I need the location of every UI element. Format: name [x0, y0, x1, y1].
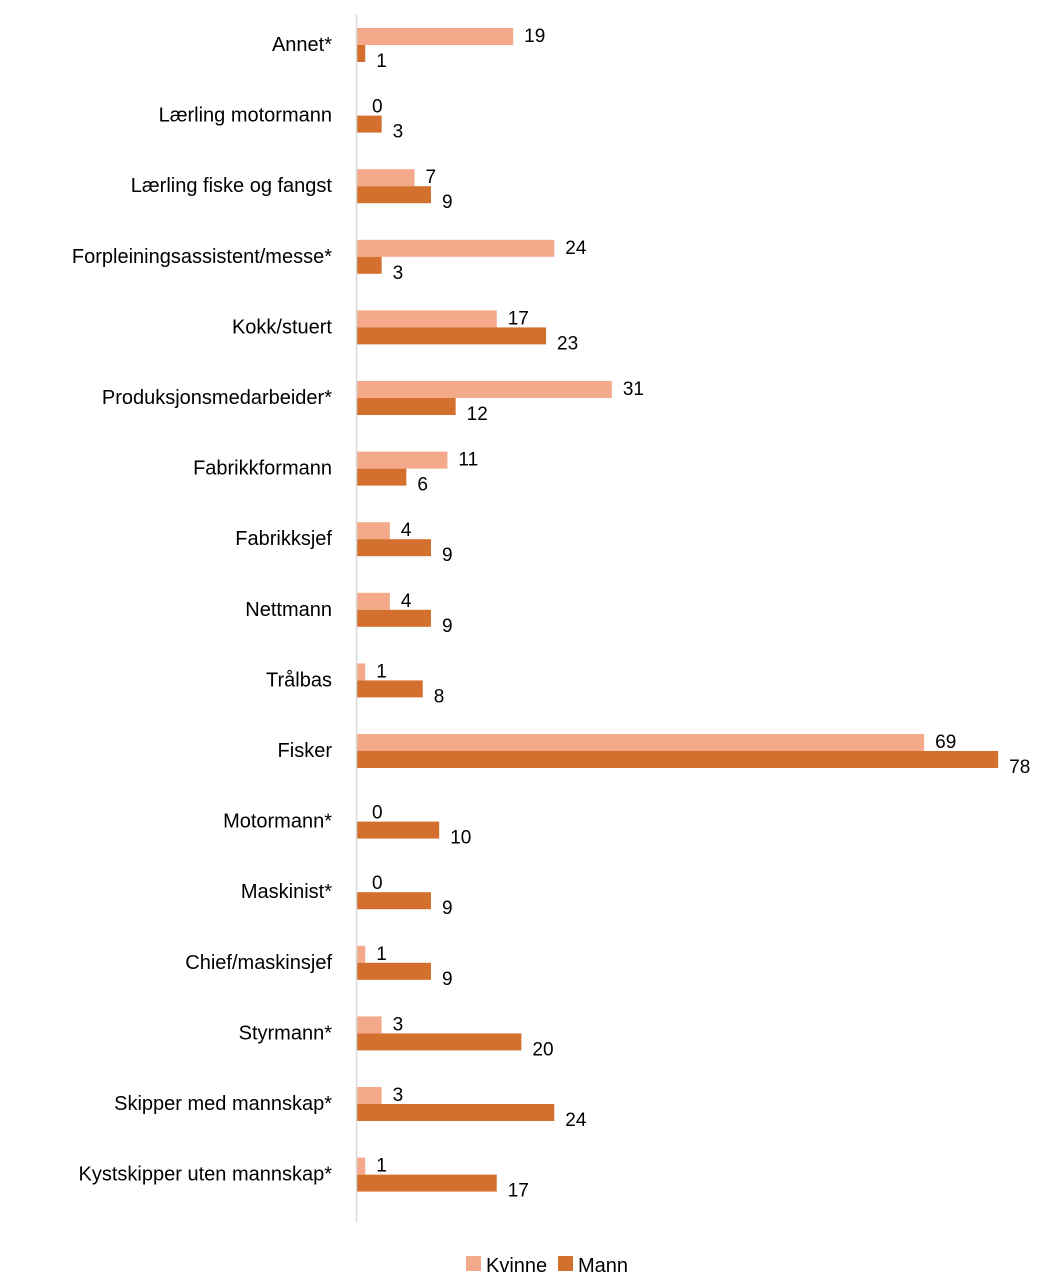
value-label-kvinne-skipper-med-mannskap: 3	[393, 1085, 404, 1106]
value-label-mann-skipper-med-mannskap: 24	[565, 1110, 587, 1131]
value-label-kvinne-l-rling-fiske-og-fangst: 7	[426, 167, 437, 188]
category-label-fabrikksjef: Fabrikksjef	[235, 528, 332, 550]
bar-mann-skipper-med-mannskap	[357, 1104, 555, 1121]
bar-mann-kokk-stuert	[357, 327, 547, 345]
value-label-kvinne-fabrikkformann: 11	[458, 450, 478, 471]
value-label-kvinne-fisker: 69	[935, 732, 956, 753]
value-label-mann-kystskipper-uten-mannskap: 17	[508, 1181, 529, 1202]
bar-kvinne-styrmann	[357, 1016, 382, 1034]
bar-kvinne-fisker	[357, 734, 925, 751]
bar-mann-forpleiningsassistent-messe	[357, 256, 382, 274]
category-label-kystskipper-uten-mannskap: Kystskipper uten mannskap*	[79, 1164, 333, 1186]
bar-kvinne-fabrikksjef	[357, 522, 390, 540]
value-label-mann-fabrikksjef: 9	[442, 545, 453, 566]
bar-kvinne-skipper-med-mannskap	[357, 1087, 382, 1104]
value-label-kvinne-styrmann: 3	[393, 1014, 404, 1035]
value-label-mann-fisker: 78	[1009, 757, 1030, 778]
category-label-annet: Annet*	[272, 34, 332, 56]
legend: Kvinne Mann	[466, 1255, 628, 1277]
bar-mann-l-rling-fiske-og-fangst	[357, 186, 431, 204]
value-label-mann-nettmann: 9	[442, 616, 453, 637]
value-label-kvinne-fabrikksjef: 4	[401, 520, 412, 541]
value-label-kvinne-nettmann: 4	[401, 591, 412, 612]
value-label-kvinne-chief-maskinsjef: 1	[376, 944, 387, 965]
value-label-kvinne-forpleiningsassistent-messe: 24	[565, 238, 587, 259]
bar-mann-tr-lbas	[357, 680, 423, 698]
category-label-fabrikkformann: Fabrikkformann	[193, 458, 332, 480]
value-label-kvinne-motormann: 0	[372, 803, 383, 824]
bar-kvinne-produksjonsmedarbeider	[357, 381, 612, 398]
legend-swatch-kvinne	[466, 1256, 481, 1271]
value-label-mann-l-rling-fiske-og-fangst: 9	[442, 192, 453, 213]
value-label-mann-forpleiningsassistent-messe: 3	[393, 263, 404, 284]
bar-kvinne-kystskipper-uten-mannskap	[357, 1157, 366, 1175]
category-label-maskinist: Maskinist*	[241, 881, 332, 903]
value-label-mann-maskinist: 9	[442, 898, 453, 919]
value-label-kvinne-tr-lbas: 1	[376, 661, 387, 682]
bar-mann-styrmann	[357, 1033, 522, 1051]
bar-mann-fabrikkformann	[357, 468, 407, 486]
value-label-mann-annet: 1	[376, 51, 387, 72]
value-label-mann-fabrikkformann: 6	[417, 475, 428, 496]
category-label-fisker: Fisker	[278, 740, 333, 762]
bar-kvinne-nettmann	[357, 592, 390, 610]
value-label-mann-tr-lbas: 8	[434, 686, 445, 707]
legend-label-kvinne: Kvinne	[486, 1255, 547, 1277]
legend-label-mann: Mann	[578, 1255, 628, 1277]
bar-mann-annet	[357, 45, 366, 62]
category-label-chief-maskinsjef: Chief/maskinsjef	[185, 952, 332, 974]
category-label-forpleiningsassistent-messe: Forpleiningsassistent/messe*	[72, 246, 332, 268]
value-label-kvinne-produksjonsmedarbeider: 31	[623, 379, 644, 400]
category-label-nettmann: Nettmann	[245, 599, 332, 621]
value-label-mann-styrmann: 20	[532, 1039, 553, 1060]
value-label-kvinne-kokk-stuert: 17	[508, 308, 529, 329]
bar-kvinne-chief-maskinsjef	[357, 945, 366, 963]
bar-mann-fabrikksjef	[357, 539, 431, 557]
category-label-tr-lbas: Trålbas	[266, 669, 332, 691]
category-label-skipper-med-mannskap: Skipper med mannskap*	[114, 1093, 332, 1115]
bar-mann-kystskipper-uten-mannskap	[357, 1174, 497, 1192]
category-label-l-rling-motormann: Lærling motormann	[159, 105, 332, 127]
legend-swatch-mann	[558, 1256, 573, 1271]
value-label-mann-l-rling-motormann: 3	[393, 122, 404, 143]
value-label-mann-chief-maskinsjef: 9	[442, 969, 453, 990]
value-label-kvinne-l-rling-motormann: 0	[372, 97, 383, 118]
bars-layer	[357, 28, 999, 1192]
bar-kvinne-tr-lbas	[357, 663, 366, 681]
bar-mann-nettmann	[357, 609, 431, 627]
bar-mann-maskinist	[357, 892, 431, 910]
value-label-mann-motormann: 10	[450, 828, 471, 849]
bar-kvinne-kokk-stuert	[357, 310, 497, 328]
value-label-mann-produksjonsmedarbeider: 12	[467, 404, 488, 425]
bar-kvinne-fabrikkformann	[357, 451, 448, 469]
category-label-kokk-stuert: Kokk/stuert	[232, 316, 332, 338]
category-label-motormann: Motormann*	[223, 811, 332, 833]
bar-kvinne-annet	[357, 28, 514, 45]
value-label-kvinne-annet: 19	[524, 26, 545, 47]
bar-mann-motormann	[357, 821, 440, 839]
bar-kvinne-forpleiningsassistent-messe	[357, 239, 555, 257]
bar-mann-fisker	[357, 751, 999, 768]
value-label-mann-kokk-stuert: 23	[557, 333, 578, 354]
bar-mann-produksjonsmedarbeider	[357, 398, 456, 415]
bar-kvinne-l-rling-fiske-og-fangst	[357, 169, 415, 187]
category-label-l-rling-fiske-og-fangst: Lærling fiske og fangst	[131, 175, 333, 197]
value-label-kvinne-kystskipper-uten-mannskap: 1	[376, 1156, 387, 1177]
category-label-produksjonsmedarbeider: Produksjonsmedarbeider*	[102, 387, 332, 409]
bar-mann-chief-maskinsjef	[357, 962, 431, 980]
bar-mann-l-rling-motormann	[357, 115, 382, 133]
category-label-styrmann: Styrmann*	[239, 1022, 333, 1044]
value-label-kvinne-maskinist: 0	[372, 873, 383, 894]
